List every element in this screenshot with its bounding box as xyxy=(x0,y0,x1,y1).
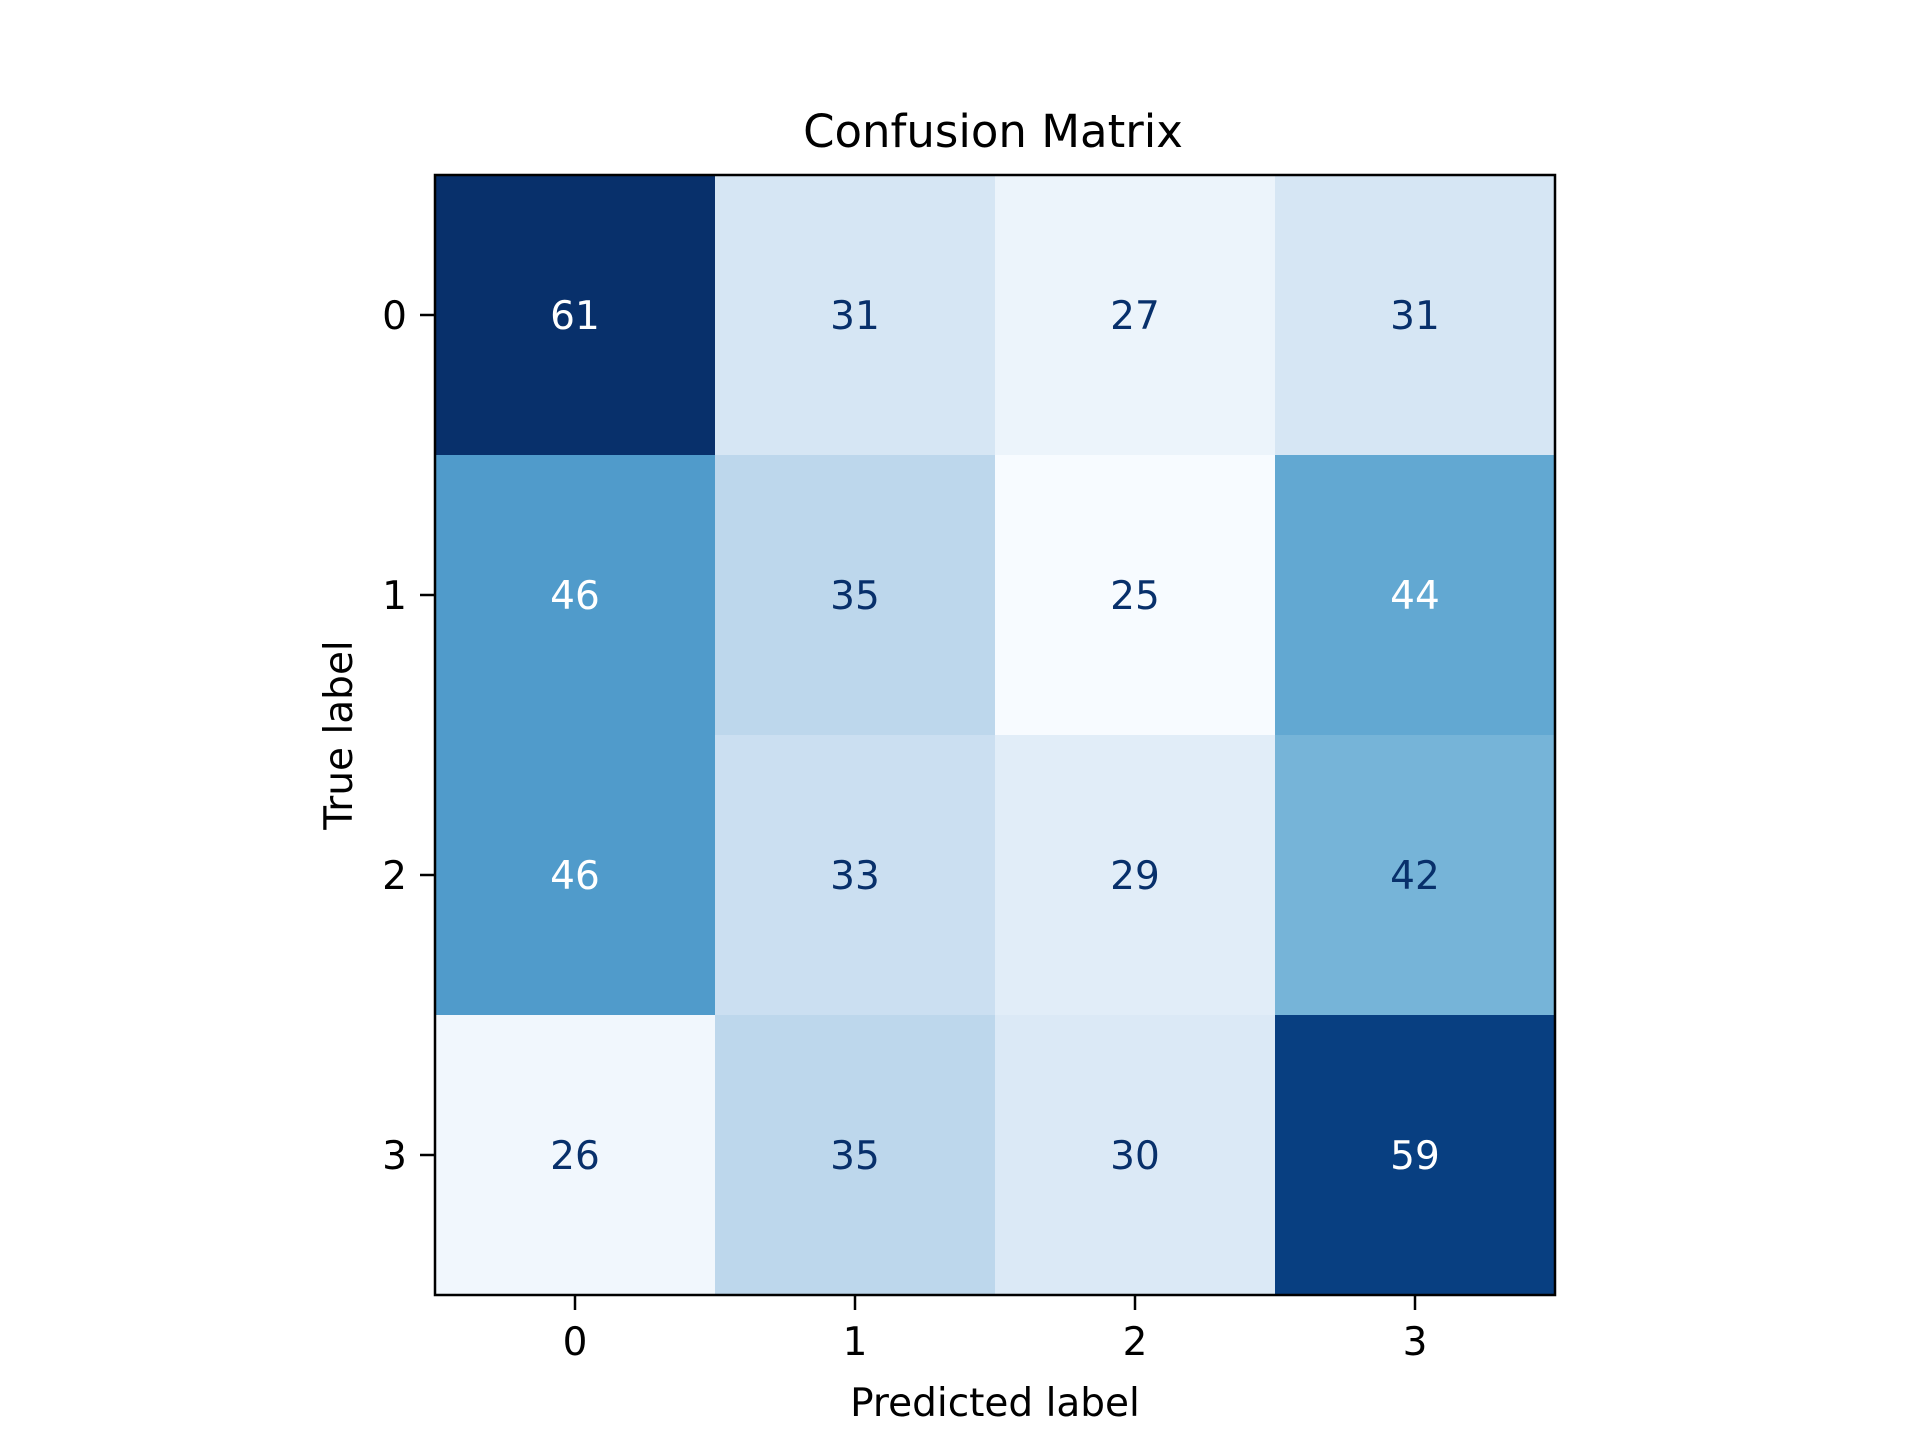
heatmap-cell xyxy=(715,735,996,1016)
heatmap-cell xyxy=(715,175,996,456)
heatmap-cell xyxy=(1275,735,1556,1016)
heatmap-cell xyxy=(435,175,716,456)
heatmap-cell xyxy=(715,1015,996,1296)
x-axis-ticks: 0 1 2 3 xyxy=(563,1295,1428,1365)
cell-value-label: 44 xyxy=(1390,574,1440,619)
cell-value-label: 31 xyxy=(830,294,880,339)
x-axis-label: Predicted label xyxy=(850,1381,1140,1426)
y-tick-label: 2 xyxy=(382,854,407,899)
cell-value-label: 61 xyxy=(550,294,600,339)
heatmap-cell xyxy=(1275,175,1556,456)
cell-value-label: 46 xyxy=(550,854,600,899)
chart-title: Confusion Matrix xyxy=(803,105,1183,158)
heatmap-cell xyxy=(435,1015,716,1296)
x-tick-label: 1 xyxy=(843,1320,868,1365)
cell-value-label: 46 xyxy=(550,574,600,619)
heatmap-cells xyxy=(435,175,1556,1296)
y-axis-ticks: 0 1 2 3 xyxy=(382,294,435,1179)
axes-frame xyxy=(433,173,1557,1297)
x-tick-label: 3 xyxy=(1403,1320,1428,1365)
y-axis-label: True label xyxy=(317,640,362,831)
heatmap-cell xyxy=(435,735,716,1016)
heatmap-cell xyxy=(715,455,996,736)
cell-value-label: 35 xyxy=(830,574,880,619)
cell-value-label: 26 xyxy=(550,1134,600,1179)
heatmap-cell xyxy=(1275,1015,1556,1296)
cell-value-label: 31 xyxy=(1390,294,1440,339)
x-tick-label: 0 xyxy=(563,1320,588,1365)
cell-value-labels: 61 31 27 31 46 35 25 44 46 33 29 42 26 35 30 59 xyxy=(550,294,1440,1179)
y-tick-label: 3 xyxy=(382,1134,407,1179)
cell-value-label: 59 xyxy=(1390,1134,1440,1179)
cell-value-label: 35 xyxy=(830,1134,880,1179)
cell-value-label: 33 xyxy=(830,854,880,899)
heatmap-cell xyxy=(995,1015,1276,1296)
x-tick-label: 2 xyxy=(1123,1320,1148,1365)
cell-value-label: 25 xyxy=(1110,574,1160,619)
y-tick-label: 1 xyxy=(382,574,407,619)
heatmap-cell xyxy=(995,735,1276,1016)
cell-value-label: 30 xyxy=(1110,1134,1160,1179)
cell-value-label: 27 xyxy=(1110,294,1160,339)
heatmap-cell xyxy=(995,455,1276,736)
heatmap-cell xyxy=(995,175,1276,456)
y-tick-label: 0 xyxy=(382,294,407,339)
cell-value-label: 42 xyxy=(1390,854,1440,899)
heatmap-cell xyxy=(1275,455,1556,736)
heatmap-cell xyxy=(435,455,716,736)
cell-value-label: 29 xyxy=(1110,854,1160,899)
